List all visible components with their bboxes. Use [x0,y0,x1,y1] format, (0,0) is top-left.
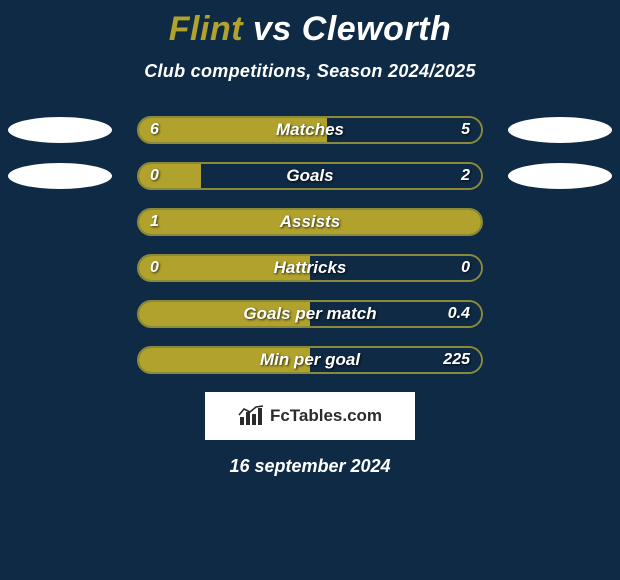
subtitle: Club competitions, Season 2024/2025 [0,61,620,82]
player-ellipse-left [8,117,112,143]
logo-box: FcTables.com [205,392,415,440]
stats-area: 65Matches 02Goals 1Assists 00Hattricks 0.4Go… [0,116,620,374]
title-right: Cleworth [302,10,451,48]
stat-row: 225Min per goal [0,346,620,374]
player-ellipse-right [508,163,612,189]
player-ellipse-left [8,163,112,189]
title-vs: vs [253,10,302,48]
stat-row: 00Hattricks [0,254,620,282]
date-text: 16 september 2024 [0,456,620,477]
title-left: Flint [169,10,243,48]
stat-label: Goals [137,162,483,190]
stat-row: 0.4Goals per match [0,300,620,328]
stat-label: Min per goal [137,346,483,374]
stat-label: Matches [137,116,483,144]
stat-label: Goals per match [137,300,483,328]
stat-row: 65Matches [0,116,620,144]
stat-row: 02Goals [0,162,620,190]
player-ellipse-right [508,117,612,143]
stat-label: Hattricks [137,254,483,282]
stat-row: 1Assists [0,208,620,236]
logo-text: FcTables.com [270,406,382,426]
page-title: Flint vs Cleworth [0,0,620,49]
logo-chart-icon [238,405,264,427]
stat-label: Assists [137,208,483,236]
comparison-infographic: Flint vs Cleworth Club competitions, Sea… [0,0,620,580]
